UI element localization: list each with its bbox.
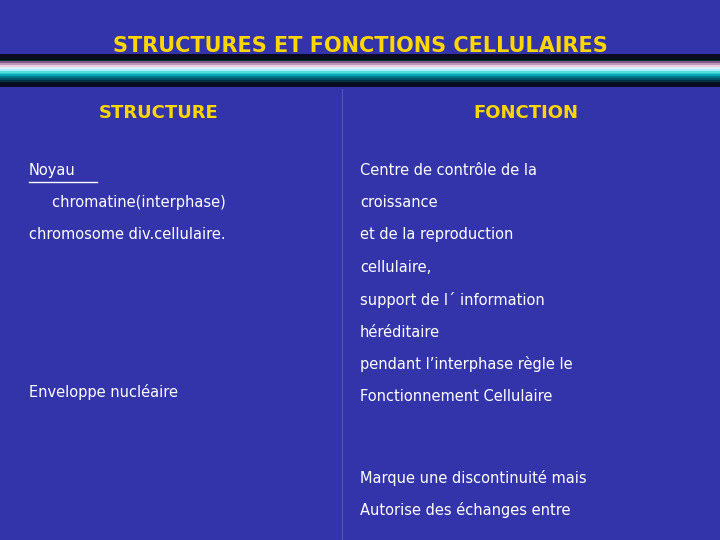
- Bar: [0, 82, 720, 84]
- Text: support de l´ information: support de l´ information: [360, 292, 545, 308]
- Text: chromatine(interphase): chromatine(interphase): [29, 195, 225, 210]
- Text: Fonctionnement Cellulaire: Fonctionnement Cellulaire: [360, 389, 552, 404]
- Bar: [0, 54, 720, 58]
- Text: STRUCTURES ET FONCTIONS CELLULAIRES: STRUCTURES ET FONCTIONS CELLULAIRES: [112, 36, 608, 56]
- Bar: [0, 78, 720, 80]
- Bar: [0, 72, 720, 75]
- Text: STRUCTURE: STRUCTURE: [99, 104, 218, 123]
- Bar: [0, 75, 720, 76]
- Bar: [0, 69, 720, 71]
- Text: Autorise des échanges entre: Autorise des échanges entre: [360, 502, 570, 518]
- Text: Marque une discontinuité mais: Marque une discontinuité mais: [360, 470, 587, 486]
- Bar: [0, 84, 720, 87]
- Bar: [0, 63, 720, 65]
- Text: pendant l’interphase règle le: pendant l’interphase règle le: [360, 356, 572, 373]
- Text: Noyau: Noyau: [29, 163, 76, 178]
- Bar: [0, 80, 720, 82]
- Text: héréditaire: héréditaire: [360, 325, 440, 340]
- Bar: [0, 58, 720, 59]
- Text: croissance: croissance: [360, 195, 438, 210]
- Bar: [0, 76, 720, 78]
- Bar: [0, 62, 720, 63]
- Bar: [0, 71, 720, 72]
- Text: chromosome div.cellulaire.: chromosome div.cellulaire.: [29, 227, 225, 242]
- Text: Centre de contrôle de la: Centre de contrôle de la: [360, 163, 537, 178]
- Text: et de la reproduction: et de la reproduction: [360, 227, 513, 242]
- Text: cellulaire,: cellulaire,: [360, 260, 431, 275]
- Text: Enveloppe nucléaire: Enveloppe nucléaire: [29, 383, 178, 400]
- Bar: [0, 65, 720, 67]
- Text: FONCTION: FONCTION: [473, 104, 578, 123]
- Bar: [0, 67, 720, 69]
- Bar: [0, 59, 720, 62]
